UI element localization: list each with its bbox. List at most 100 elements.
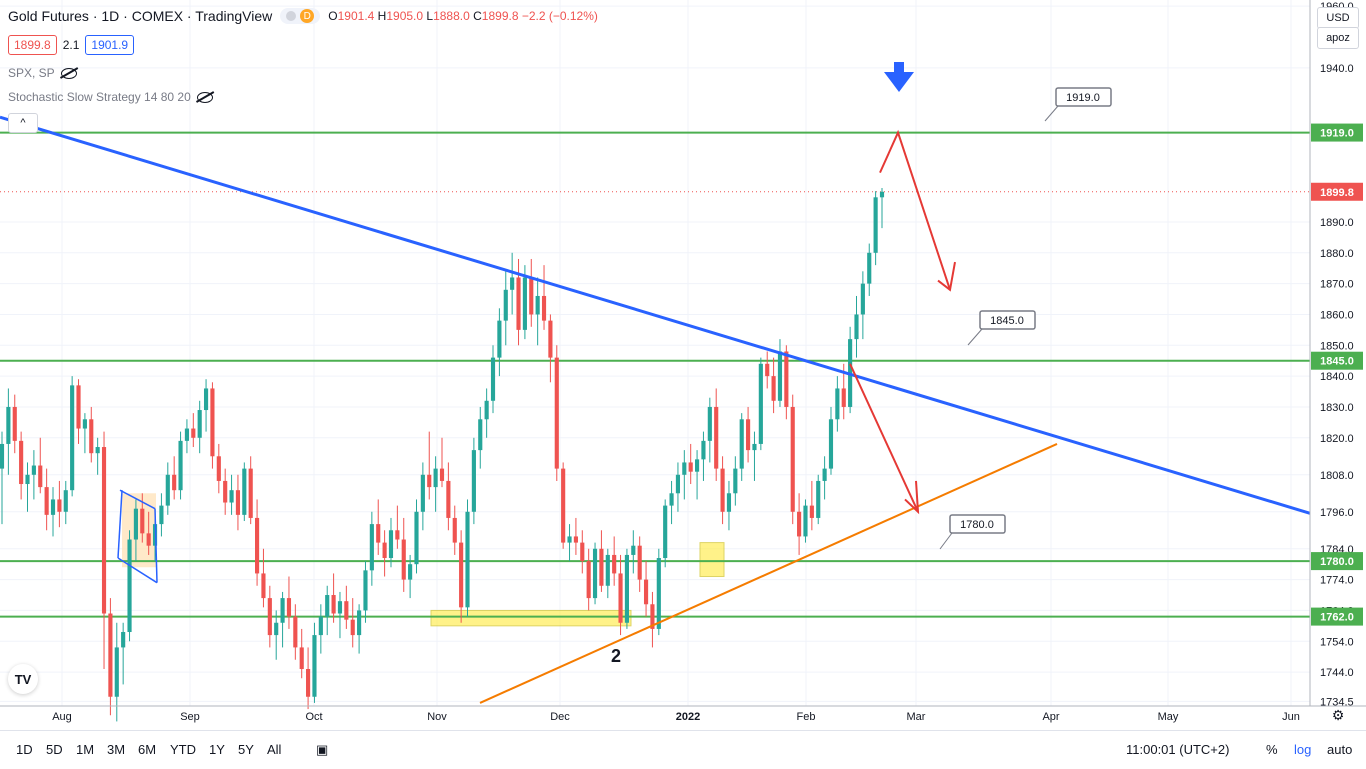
timeframe-ytd[interactable]: YTD — [170, 742, 196, 757]
price-axis: 1960.01940.01890.01880.01870.01860.01850… — [1309, 0, 1366, 730]
market-status-pill[interactable]: D — [280, 8, 321, 24]
candle-body — [229, 490, 234, 503]
candle-body — [682, 462, 687, 475]
price-tick-label: 1940.0 — [1320, 63, 1354, 75]
projection-arrow-down — [849, 363, 919, 513]
candle-body — [140, 508, 145, 534]
current-price-label: 1899.8 — [1320, 187, 1354, 199]
candle-body — [369, 524, 374, 571]
candle-body — [57, 499, 62, 512]
candle-body — [395, 530, 400, 540]
candle-body — [490, 357, 496, 401]
candle-body — [516, 277, 521, 330]
candle-body — [873, 197, 878, 253]
callout-label: 1845.0 — [990, 315, 1024, 327]
candle-body — [803, 505, 808, 537]
candle-body — [267, 598, 272, 636]
candle-body — [765, 363, 770, 377]
candle-body — [82, 419, 87, 429]
timeframe-1y[interactable]: 1Y — [209, 742, 225, 757]
candle-body — [19, 440, 24, 485]
price-tick-label: 1744.0 — [1320, 667, 1354, 679]
candle-body — [101, 447, 107, 614]
time-tick-label: 2022 — [676, 711, 700, 723]
candle-body — [25, 474, 30, 485]
candle-body — [828, 419, 834, 469]
candle-body — [484, 400, 489, 420]
candle-body — [420, 474, 425, 512]
candle-body — [669, 493, 674, 506]
clock-readout[interactable]: 11:00:01 (UTC+2) — [1126, 742, 1230, 757]
candle-body — [331, 595, 336, 614]
candle-body — [0, 443, 5, 469]
timeframe-5y[interactable]: 5Y — [238, 742, 254, 757]
candle-body — [567, 536, 572, 543]
horizontal-levels: 1919.0 1845.0 1780.0 — [0, 87, 1310, 618]
timeframe-3m[interactable]: 3M — [107, 742, 126, 757]
indicator-stochastic[interactable]: Stochastic Slow Strategy 14 80 20 — [8, 90, 213, 104]
timeframe-1m[interactable]: 1M — [76, 742, 95, 757]
price-tick-label: 1830.0 — [1320, 402, 1354, 414]
candle-body — [299, 647, 304, 670]
collapse-legend-button[interactable]: ^ — [8, 113, 38, 133]
percent-toggle[interactable]: % — [1266, 742, 1278, 757]
candle-body — [127, 539, 132, 633]
scale-mode-selector[interactable]: apoz — [1317, 27, 1359, 49]
timeframe-all[interactable]: All — [267, 742, 282, 757]
candle-body — [439, 468, 445, 481]
candle-body — [350, 619, 355, 636]
candle-body — [401, 539, 406, 580]
settings-gear-icon: ⚙ — [1332, 708, 1345, 724]
candle-body — [860, 283, 865, 315]
candle-body — [726, 493, 732, 512]
candle-body — [414, 511, 419, 565]
price-tick-label: 1808.0 — [1320, 470, 1354, 482]
hidden-eye-icon[interactable] — [196, 91, 213, 103]
timeframe-5d[interactable]: 5D — [46, 742, 63, 757]
candle-body — [248, 468, 253, 518]
candle-body — [306, 669, 311, 697]
date-range-icon[interactable]: ▣ — [316, 742, 329, 757]
price-tick-label: 1796.0 — [1320, 507, 1354, 519]
candle-body — [548, 320, 553, 358]
timeframe-1d[interactable]: 1D — [16, 742, 33, 757]
candle-body — [541, 295, 547, 321]
candle-body — [471, 450, 476, 512]
currency-selector[interactable]: USD — [1317, 7, 1359, 29]
trend-lines: 2 — [0, 62, 1311, 704]
candle-body — [337, 601, 343, 614]
down-arrow-head — [884, 72, 914, 92]
candle-body — [599, 548, 604, 586]
callout-box — [949, 514, 1006, 534]
log-toggle[interactable]: log — [1294, 742, 1312, 757]
candle-body — [318, 616, 323, 636]
candle-body — [76, 385, 81, 429]
candle-body — [758, 363, 763, 444]
candle-body — [510, 277, 515, 290]
candle-body — [612, 554, 617, 574]
level-tag — [1311, 351, 1363, 370]
ohlc-readout: O1901.4 H1905.0 L1888.0 C1899.8 −2.2 (−0… — [328, 9, 598, 23]
buy-button[interactable]: 1901.9 — [85, 35, 135, 55]
time-tick-label: Feb — [797, 711, 816, 723]
candle-body — [497, 320, 502, 358]
auto-toggle[interactable]: auto — [1327, 742, 1353, 757]
candle-body — [216, 456, 221, 481]
projection-arrow-up-down — [879, 129, 951, 291]
time-tick-label: May — [1158, 711, 1179, 723]
hidden-eye-icon[interactable] — [60, 67, 77, 79]
indicator-spx[interactable]: SPX, SP — [8, 66, 77, 80]
price-tick-label: 1774.0 — [1320, 575, 1354, 587]
spread-value: 2.1 — [62, 38, 80, 52]
descending-trendline — [0, 115, 1311, 515]
candle-body — [293, 616, 298, 648]
level-tag — [1311, 607, 1363, 626]
candle-body — [388, 530, 394, 559]
candle-body — [867, 252, 872, 284]
candle-body — [854, 314, 859, 340]
candle-body — [382, 542, 387, 559]
tradingview-logo-icon[interactable]: TV — [8, 664, 38, 694]
sell-button[interactable]: 1899.8 — [8, 35, 57, 55]
timeframe-6m[interactable]: 6M — [138, 742, 157, 757]
